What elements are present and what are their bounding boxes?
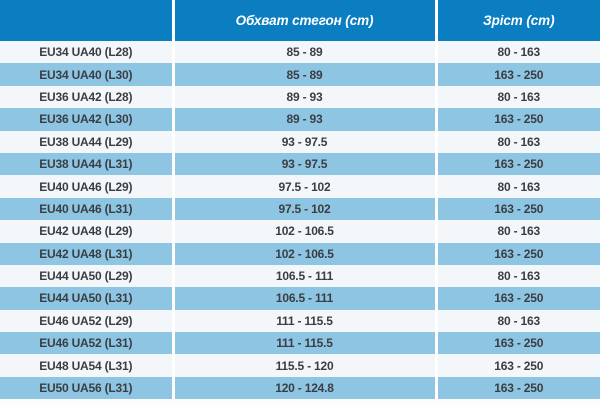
hips-cell: 85 - 89: [171, 63, 436, 86]
height-cell: 163 - 250: [434, 152, 600, 176]
column-header-size: [0, 0, 173, 41]
hips-cell: 115.5 - 120: [171, 354, 436, 377]
hips-cell: 111 - 115.5: [171, 332, 436, 355]
table-row: EU36 UA42 (L30) 89 - 93 163 - 250: [0, 108, 600, 131]
height-cell: 80 - 163: [434, 85, 600, 109]
header-row: Обхват стегон (cm) Зріст (cm): [0, 0, 600, 41]
size-cell: EU34 UA40 (L30): [0, 63, 173, 86]
size-cell: EU44 UA50 (L29): [0, 264, 173, 288]
size-cell: EU34 UA40 (L28): [0, 41, 173, 64]
height-cell: 80 - 163: [434, 175, 600, 198]
table-row: EU36 UA42 (L28) 89 - 93 80 - 163: [0, 85, 600, 109]
table-row: EU40 UA46 (L31) 97.5 - 102 163 - 250: [0, 197, 600, 221]
height-cell: 163 - 250: [434, 376, 600, 400]
size-cell: EU40 UA46 (L31): [0, 197, 173, 221]
height-cell: 163 - 250: [434, 197, 600, 221]
height-cell: 80 - 163: [434, 130, 600, 153]
height-cell: 80 - 163: [434, 220, 600, 243]
size-cell: EU42 UA48 (L29): [0, 220, 173, 243]
hips-cell: 102 - 106.5: [171, 242, 436, 265]
table-row: EU34 UA40 (L30) 85 - 89 163 - 250: [0, 63, 600, 86]
hips-cell: 97.5 - 102: [171, 175, 436, 198]
height-cell: 80 - 163: [434, 264, 600, 288]
table-row: EU34 UA40 (L28) 85 - 89 80 - 163: [0, 41, 600, 64]
height-cell: 163 - 250: [434, 63, 600, 86]
hips-cell: 111 - 115.5: [171, 309, 436, 333]
size-cell: EU36 UA42 (L30): [0, 108, 173, 131]
hips-cell: 102 - 106.5: [171, 220, 436, 243]
height-cell: 80 - 163: [434, 41, 600, 64]
height-cell: 163 - 250: [434, 242, 600, 265]
hips-cell: 89 - 93: [171, 85, 436, 109]
table-row: EU42 UA48 (L29) 102 - 106.5 80 - 163: [0, 220, 600, 243]
column-header-height: Зріст (cm): [434, 0, 600, 41]
table-header: Обхват стегон (cm) Зріст (cm): [0, 0, 600, 41]
table-row: EU42 UA48 (L31) 102 - 106.5 163 - 250: [0, 242, 600, 265]
height-cell: 163 - 250: [434, 354, 600, 377]
size-cell: EU44 UA50 (L31): [0, 287, 173, 310]
table-body: EU34 UA40 (L28) 85 - 89 80 - 163 EU34 UA…: [0, 41, 600, 400]
hips-cell: 93 - 97.5: [171, 152, 436, 176]
table-row: EU46 UA52 (L31) 111 - 115.5 163 - 250: [0, 332, 600, 355]
table-row: EU38 UA44 (L29) 93 - 97.5 80 - 163: [0, 130, 600, 153]
table-row: EU38 UA44 (L31) 93 - 97.5 163 - 250: [0, 152, 600, 176]
column-header-hips: Обхват стегон (cm): [171, 0, 436, 41]
size-cell: EU50 UA56 (L31): [0, 376, 173, 400]
hips-cell: 93 - 97.5: [171, 130, 436, 153]
size-cell: EU38 UA44 (L29): [0, 130, 173, 153]
hips-cell: 106.5 - 111: [171, 287, 436, 310]
height-cell: 163 - 250: [434, 108, 600, 131]
table-row: EU40 UA46 (L29) 97.5 - 102 80 - 163: [0, 175, 600, 198]
table-row: EU46 UA52 (L29) 111 - 115.5 80 - 163: [0, 309, 600, 333]
table-row: EU50 UA56 (L31) 120 - 124.8 163 - 250: [0, 376, 600, 400]
height-cell: 163 - 250: [434, 287, 600, 310]
size-cell: EU48 UA54 (L31): [0, 354, 173, 377]
hips-cell: 106.5 - 111: [171, 264, 436, 288]
size-cell: EU46 UA52 (L29): [0, 309, 173, 333]
size-cell: EU36 UA42 (L28): [0, 85, 173, 109]
height-cell: 80 - 163: [434, 309, 600, 333]
table-row: EU44 UA50 (L31) 106.5 - 111 163 - 250: [0, 287, 600, 310]
table-row: EU44 UA50 (L29) 106.5 - 111 80 - 163: [0, 264, 600, 288]
table-row: EU48 UA54 (L31) 115.5 - 120 163 - 250: [0, 354, 600, 377]
size-cell: EU40 UA46 (L29): [0, 175, 173, 198]
hips-cell: 85 - 89: [171, 41, 436, 64]
size-cell: EU38 UA44 (L31): [0, 152, 173, 176]
hips-cell: 89 - 93: [171, 108, 436, 131]
hips-cell: 97.5 - 102: [171, 197, 436, 221]
size-cell: EU46 UA52 (L31): [0, 332, 173, 355]
size-cell: EU42 UA48 (L31): [0, 242, 173, 265]
hips-cell: 120 - 124.8: [171, 376, 436, 400]
height-cell: 163 - 250: [434, 332, 600, 355]
